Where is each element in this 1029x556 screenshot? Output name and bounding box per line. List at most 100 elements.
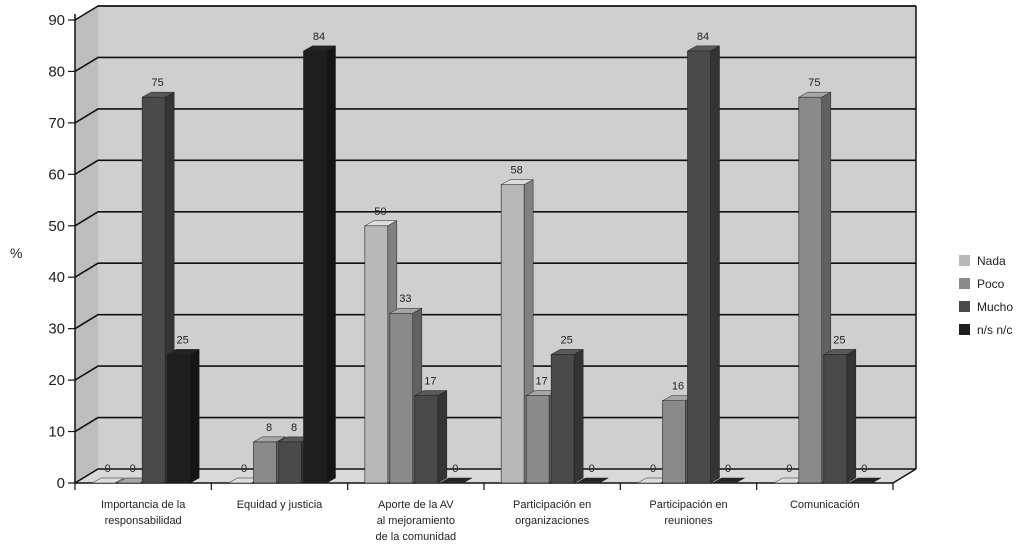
bar-side xyxy=(326,45,336,484)
category-label: Participación en xyxy=(649,499,727,511)
data-label: 0 xyxy=(650,463,656,475)
bar xyxy=(303,50,327,484)
y-tick-label: 80 xyxy=(48,63,65,80)
gridline xyxy=(74,210,916,227)
gridline xyxy=(74,468,916,484)
bar-side xyxy=(573,348,584,484)
category-labels: Importancia de la responsabilidad Equidad … xyxy=(101,499,860,543)
data-label: 25 xyxy=(177,334,189,346)
data-label: 33 xyxy=(399,293,411,305)
data-label: 50 xyxy=(374,206,386,218)
bar-side xyxy=(735,477,745,484)
category-label: responsabilidad xyxy=(105,515,182,527)
y-tick-label: 40 xyxy=(48,269,65,286)
y-tick-label: 50 xyxy=(48,218,65,235)
y-tick-label: 0 xyxy=(57,475,65,492)
y-tick-label: 90 xyxy=(48,12,65,29)
data-label: 0 xyxy=(241,463,247,475)
bar xyxy=(253,441,277,484)
data-label: 84 xyxy=(697,31,709,43)
bar xyxy=(798,96,823,484)
bar-side xyxy=(599,477,609,484)
data-label: 17 xyxy=(536,376,548,388)
category-label: Importancia de la xyxy=(101,499,186,511)
y-tick-label: 70 xyxy=(48,115,65,132)
data-label: 8 xyxy=(291,422,297,434)
gridline xyxy=(74,262,916,278)
gridline xyxy=(74,159,916,176)
bar xyxy=(525,395,550,484)
gridline xyxy=(74,313,916,330)
gridlines xyxy=(74,5,916,484)
data-label: 17 xyxy=(424,376,436,388)
plot-area xyxy=(75,6,916,483)
bar xyxy=(500,184,525,484)
bar-side xyxy=(710,45,720,484)
category-label: Participación en xyxy=(513,499,591,511)
category-label: Equidad y justicia xyxy=(237,499,323,511)
data-label: 0 xyxy=(725,463,731,475)
gridline xyxy=(74,108,916,124)
legend-swatch xyxy=(959,324,970,335)
y-tick-label: 30 xyxy=(48,321,65,338)
data-label: 0 xyxy=(130,463,136,475)
bar xyxy=(687,50,711,484)
category-label: de la comunidad xyxy=(375,531,456,543)
y-axis-label: % xyxy=(10,245,22,261)
category-label: organizaciones xyxy=(515,515,589,527)
gridline xyxy=(74,56,916,73)
bar xyxy=(550,354,575,484)
category-label: Aporte de la AV xyxy=(378,499,454,511)
data-labels: 0 0 75 25 0 8 8 84 50 33 17 0 58 17 25 0 0 16 84 0 0 75 25 0 xyxy=(105,31,868,475)
data-label: 0 xyxy=(452,463,458,475)
y-tick-label: 20 xyxy=(48,372,65,389)
y-tick-label: 10 xyxy=(48,424,65,441)
data-label: 84 xyxy=(313,31,325,43)
legend-label: Poco xyxy=(977,277,1005,291)
category-label: Comunicación xyxy=(790,499,860,511)
legend-label: Nada xyxy=(977,254,1006,268)
side-wall xyxy=(75,6,98,483)
bar xyxy=(389,312,414,484)
bar-side xyxy=(437,390,448,484)
legend-swatch xyxy=(959,301,970,312)
bar xyxy=(166,354,191,484)
data-label: 25 xyxy=(833,334,845,346)
category-label: al mejoramiento xyxy=(377,515,455,527)
bar xyxy=(278,441,302,484)
data-label: 0 xyxy=(589,463,595,475)
gridline xyxy=(74,365,916,381)
legend-label: Mucho xyxy=(977,300,1013,314)
gridline xyxy=(74,416,916,433)
data-label: 75 xyxy=(808,77,820,89)
category-label: reuniones xyxy=(664,515,713,527)
x-axis-depth xyxy=(892,468,917,484)
bars xyxy=(91,45,882,484)
bar-side xyxy=(189,348,200,484)
y-tick-labels: 0 10 20 30 40 50 60 70 80 90 xyxy=(48,12,65,492)
data-label: 0 xyxy=(105,463,111,475)
data-label: 75 xyxy=(152,77,164,89)
data-label: 8 xyxy=(266,422,272,434)
data-label: 0 xyxy=(861,463,867,475)
legend-swatch xyxy=(959,278,970,289)
legend: Nada Poco Mucho n/s n/c xyxy=(959,254,1013,337)
bar xyxy=(662,400,686,484)
data-label: 58 xyxy=(511,165,523,177)
bar-side xyxy=(115,477,125,484)
bar xyxy=(823,354,848,484)
bar-side xyxy=(846,348,857,484)
bar-side xyxy=(871,477,881,484)
bar xyxy=(414,395,439,484)
bar xyxy=(364,225,389,484)
data-label: 25 xyxy=(561,334,573,346)
y-tick-label: 60 xyxy=(48,166,65,183)
axes xyxy=(68,5,917,490)
legend-swatch xyxy=(959,255,970,266)
bar-side xyxy=(462,477,472,484)
data-label: 0 xyxy=(786,463,792,475)
data-label: 16 xyxy=(672,381,684,393)
legend-label: n/s n/c xyxy=(977,323,1012,337)
bar xyxy=(141,96,166,484)
